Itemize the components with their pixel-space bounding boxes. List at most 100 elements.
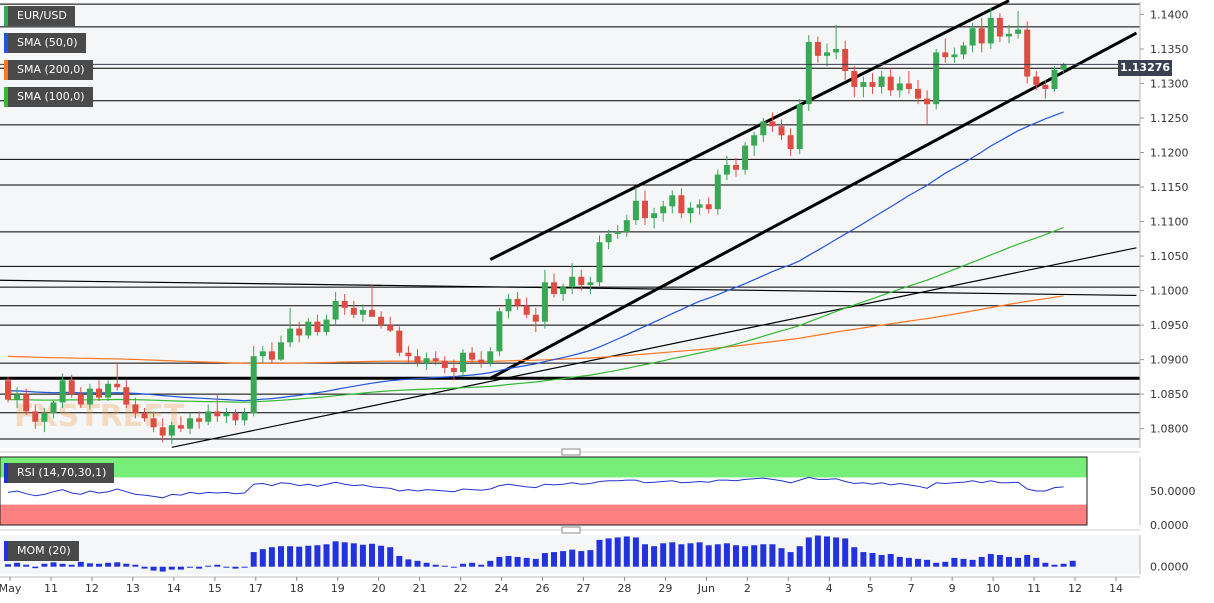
momentum-bar <box>769 544 776 567</box>
candle-body <box>814 42 821 56</box>
legend-symbol[interactable]: EUR/USD <box>4 6 75 26</box>
legend-symbol-label: EUR/USD <box>17 9 67 22</box>
candle-body <box>86 388 93 405</box>
momentum-bar <box>496 556 503 567</box>
momentum-bar <box>860 552 867 567</box>
momentum-bar <box>787 552 794 567</box>
candle-body <box>14 394 21 400</box>
price-tick-label: 1.0950 <box>1150 319 1189 332</box>
legend-sma50[interactable]: SMA (50,0) <box>4 33 86 53</box>
momentum-bar <box>733 545 739 567</box>
candle-body <box>23 394 30 412</box>
panel-splitters[interactable] <box>0 448 1140 534</box>
momentum-bar <box>1006 556 1012 567</box>
candle-body <box>714 174 721 210</box>
date-tick-label: 15 <box>208 582 222 595</box>
sma100-line <box>7 226 1064 403</box>
momentum-panel: 0.0000 <box>0 535 1189 574</box>
date-tick-label: 20 <box>372 582 386 595</box>
candle-body <box>632 200 639 221</box>
legend-sma100[interactable]: SMA (100,0) <box>4 87 93 107</box>
candle-body <box>314 321 321 333</box>
momentum-bar <box>814 535 821 567</box>
momentum-bar <box>924 559 931 567</box>
momentum-bar <box>23 564 30 567</box>
momentum-bar <box>396 555 403 567</box>
candle-body <box>414 356 421 364</box>
legend-rsi[interactable]: RSI (14,70,30,1) <box>4 463 115 483</box>
candle-body <box>587 282 594 286</box>
momentum-bar <box>632 537 639 567</box>
candle-body <box>232 413 239 421</box>
momentum-bar <box>896 556 903 567</box>
candle-body <box>742 145 749 170</box>
channel-upper-line <box>489 0 1010 261</box>
candle-body <box>441 361 448 368</box>
candle-body <box>1051 69 1058 89</box>
price-tick-label: 1.1200 <box>1150 147 1189 160</box>
candle-body <box>50 402 57 414</box>
momentum-bar <box>96 563 102 567</box>
momentum-bar <box>996 554 1003 567</box>
watermark-text: FXSTREET <box>14 399 185 434</box>
candle-body <box>596 242 603 283</box>
candle-body <box>123 387 130 405</box>
splitter-rsi-handle[interactable] <box>561 448 581 456</box>
momentum-bar <box>387 547 394 567</box>
rsi-overbought-zone <box>0 457 1087 478</box>
rsi-oversold-zone <box>0 504 1087 525</box>
momentum-bar <box>587 550 594 567</box>
candle-body <box>642 200 648 219</box>
candle-body <box>778 126 785 136</box>
date-tick-label: 22 <box>454 582 468 595</box>
candle-body <box>769 121 776 127</box>
candle-body <box>1042 84 1049 89</box>
momentum-bar <box>987 554 994 567</box>
candles <box>5 7 1067 444</box>
momentum-bar <box>41 563 48 567</box>
candle-body <box>678 195 685 214</box>
momentum-bar <box>905 557 912 567</box>
momentum-bar <box>268 547 275 567</box>
candle-body <box>296 328 303 336</box>
momentum-bar <box>378 545 385 567</box>
momentum-bar <box>541 553 548 567</box>
date-tick-label: 11 <box>1027 582 1041 595</box>
candle-body <box>59 380 66 403</box>
momentum-bar <box>942 561 949 567</box>
splitter-momentum-handle[interactable] <box>561 526 581 534</box>
momentum-bar <box>278 546 284 567</box>
candle-body <box>696 204 703 208</box>
momentum-bar <box>532 558 539 567</box>
momentum-bar <box>350 543 357 567</box>
momentum-bar <box>669 542 676 567</box>
candle-body <box>915 88 921 99</box>
rsi-panel: 50.0000 0.0000 <box>0 456 1196 532</box>
candle-body <box>560 287 567 295</box>
date-tick-label: 14 <box>1109 582 1123 595</box>
candle-body <box>569 276 576 288</box>
candle-body <box>241 413 248 421</box>
momentum-bar <box>1024 554 1031 567</box>
price-tick-label: 1.1150 <box>1150 181 1189 194</box>
momentum-bar <box>623 536 630 567</box>
candle-body <box>896 83 903 91</box>
watermark-layer: FXSTREET <box>14 399 185 434</box>
momentum-bar <box>642 544 648 567</box>
momentum-bar <box>887 554 894 567</box>
candle-body <box>1033 76 1040 85</box>
momentum-bar <box>405 559 412 567</box>
legend-mom[interactable]: MOM (20) <box>4 541 79 561</box>
date-tick-label: May <box>0 582 22 595</box>
price-tick-label: 1.1400 <box>1150 8 1189 21</box>
momentum-bar <box>341 542 348 567</box>
candle-body <box>159 427 166 436</box>
momentum-bar <box>487 560 494 567</box>
main-panel <box>0 2 1140 448</box>
momentum-bar <box>705 545 712 567</box>
mom-swatch <box>4 541 8 561</box>
legend-sma200[interactable]: SMA (200,0) <box>4 60 93 80</box>
date-tick-label: Jun <box>697 582 715 595</box>
